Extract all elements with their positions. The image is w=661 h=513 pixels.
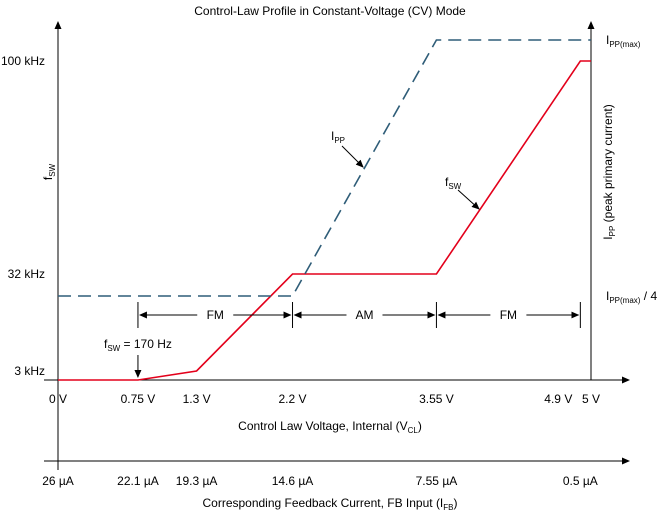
ipp-pointer-arrow [341,145,364,168]
x-tick-label: 4.9 V [544,392,572,406]
region-label-bg [493,307,524,323]
region-label: AM [355,308,373,322]
fsw-series-label: fSW [445,175,462,191]
x-tick-label: 1.3 V [183,392,211,406]
y-left-tick-label: 3 kHz [14,364,45,378]
x2-tick-label: 26 µA [42,474,74,488]
fsw-min-annotation: fSW = 170 Hz [104,337,172,353]
x-tick-label: 0.75 V [121,392,156,406]
fsw-pointer-arrow [457,189,480,210]
region-label: FM [207,308,224,322]
y-right-label: IPP (peak primary current) [601,104,617,239]
x2-tick-label: 22.1 µA [117,474,159,488]
y-right-tick-label: IPP(max) [606,33,641,49]
region-label-bg [349,307,380,323]
region-label: FM [500,308,517,322]
chart-title: Control-Law Profile in Constant-Voltage … [194,4,466,18]
x-tick-label: 0 V [49,392,67,406]
y-left-tick-label: 32 kHz [8,267,45,281]
ipp-line [58,39,591,297]
x-axis-label: Control Law Voltage, Internal (VCL) [238,419,422,435]
x-tick-label: 2.2 V [279,392,307,406]
x2-tick-label: 0.5 µA [563,474,598,488]
x2-tick-label: 7.55 µA [416,474,458,488]
fsw-line [58,60,591,381]
ipp-series-label: IPP [331,129,345,145]
region-label-bg [200,307,231,323]
x-tick-label: 3.55 V [419,392,454,406]
x2-axis-label: Corresponding Feedback Current, FB Input… [202,496,457,512]
y-left-label: fSW [41,163,57,180]
y-left-tick-label: 100 kHz [1,54,45,68]
x-tick-label: 5 V [582,392,600,406]
x-tick-leader [574,388,580,398]
x2-tick-label: 19.3 µA [176,474,218,488]
y-right-tick-label: IPP(max) / 4 [606,289,657,305]
x2-tick-label: 14.6 µA [272,474,314,488]
